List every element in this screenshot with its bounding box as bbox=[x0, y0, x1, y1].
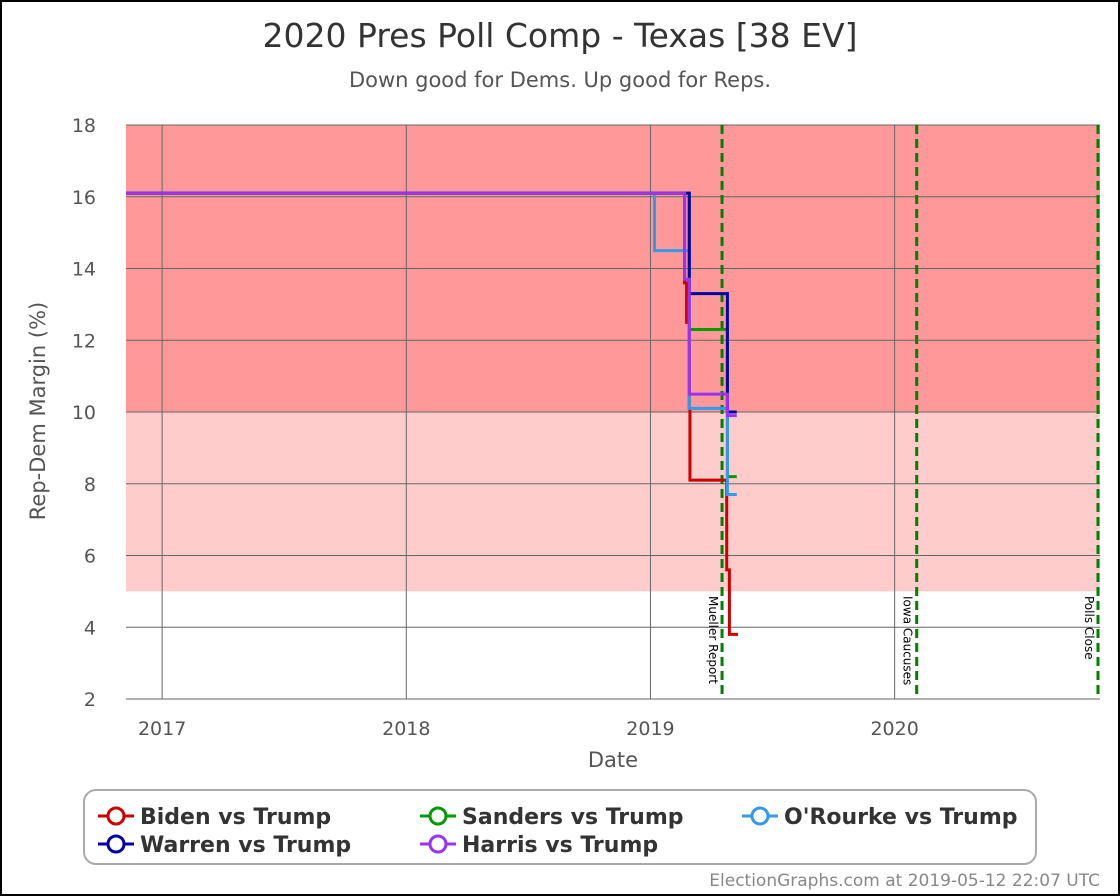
y-axis-label: Rep-Dem Margin (%) bbox=[26, 302, 50, 520]
legend-label: O'Rourke vs Trump bbox=[784, 805, 1018, 830]
x-axis-ticks: 2017 2018 2019 2020 bbox=[138, 718, 919, 740]
series-lines bbox=[126, 191, 739, 636]
legend-label: Sanders vs Trump bbox=[462, 805, 684, 830]
y-tick-label: 6 bbox=[84, 546, 96, 568]
legend-marker bbox=[428, 834, 448, 854]
event-label: Polls Close bbox=[1082, 596, 1096, 660]
grid-lines bbox=[126, 124, 1100, 700]
legend-marker bbox=[106, 806, 126, 826]
series-line-4 bbox=[126, 191, 737, 418]
y-tick-label: 14 bbox=[72, 259, 96, 281]
chart-subtitle: Down good for Dems. Up good for Reps. bbox=[349, 68, 771, 92]
x-tick-label: 2017 bbox=[138, 718, 186, 740]
x-tick-label: 2020 bbox=[870, 718, 918, 740]
y-tick-label: 12 bbox=[72, 330, 96, 352]
event-label: Iowa Caucuses bbox=[901, 596, 915, 685]
event-markers: Mueller Report Iowa Caucuses Polls Close bbox=[706, 125, 1100, 699]
y-tick-label: 18 bbox=[72, 115, 96, 137]
y-tick-label: 8 bbox=[84, 474, 96, 496]
x-tick-label: 2019 bbox=[626, 718, 674, 740]
legend: Biden vs Trump Sanders vs Trump O'Rourke v… bbox=[98, 805, 1018, 858]
legend-marker bbox=[106, 834, 126, 854]
legend-marker bbox=[750, 806, 770, 826]
y-tick-label: 4 bbox=[84, 617, 96, 639]
chart-title: 2020 Pres Poll Comp - Texas [38 EV] bbox=[263, 16, 858, 55]
legend-box bbox=[83, 789, 1037, 865]
y-axis-ticks: 2 4 6 8 10 12 14 16 18 bbox=[72, 115, 96, 711]
y-tick-label: 2 bbox=[84, 689, 96, 711]
footer-credit: ElectionGraphs.com at 2019-05-12 22:07 U… bbox=[709, 871, 1100, 891]
band-1 bbox=[126, 412, 1100, 592]
x-axis-label: Date bbox=[588, 748, 638, 772]
legend-label: Harris vs Trump bbox=[462, 833, 658, 858]
y-tick-label: 16 bbox=[72, 187, 96, 209]
legend-marker bbox=[428, 806, 448, 826]
margin-bands bbox=[126, 125, 1100, 592]
y-tick-label: 10 bbox=[72, 402, 96, 424]
x-tick-label: 2018 bbox=[382, 718, 430, 740]
legend-label: Warren vs Trump bbox=[140, 833, 351, 858]
event-label: Mueller Report bbox=[706, 596, 720, 684]
legend-label: Biden vs Trump bbox=[140, 805, 331, 830]
